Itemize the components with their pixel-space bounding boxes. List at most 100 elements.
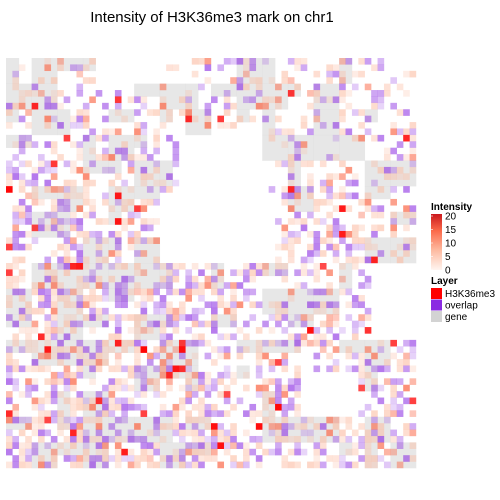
heatmap-cell — [345, 448, 353, 456]
heatmap-cell — [82, 403, 90, 411]
heatmap-cell — [281, 410, 289, 417]
heatmap-cell — [371, 211, 378, 219]
heatmap-cell — [134, 288, 141, 296]
heatmap-cell — [287, 160, 295, 168]
heatmap-cell — [140, 442, 148, 449]
heatmap-cell — [127, 314, 135, 321]
heatmap-cell — [108, 435, 116, 443]
heatmap-cell — [313, 423, 321, 430]
heatmap-cell — [230, 307, 237, 315]
heatmap-cell — [44, 160, 52, 168]
heatmap-cell — [82, 179, 90, 187]
heatmap-cell — [134, 205, 141, 212]
heatmap-cell — [134, 320, 141, 328]
heatmap-cell — [191, 391, 199, 398]
heatmap-cell — [281, 237, 289, 244]
heatmap-cell — [95, 243, 103, 251]
heatmap-cell — [31, 166, 39, 174]
heatmap-cell — [89, 147, 96, 155]
heatmap-cell — [275, 218, 282, 225]
heatmap-cell — [191, 333, 199, 341]
heatmap-cell — [121, 378, 128, 385]
heatmap-cell — [134, 263, 141, 270]
heatmap-cell — [223, 90, 231, 97]
heatmap-cell — [191, 442, 199, 449]
heatmap-cell — [326, 211, 333, 219]
heatmap-cell — [332, 218, 340, 225]
heatmap-cell — [185, 378, 192, 385]
heatmap-cell — [236, 269, 244, 277]
heatmap-cell — [57, 416, 64, 424]
heatmap-cell — [140, 455, 148, 462]
heatmap-cell — [70, 442, 77, 449]
heatmap-cell — [166, 455, 173, 462]
heatmap-cell — [198, 448, 205, 456]
heatmap-cell — [313, 327, 321, 334]
heatmap-cell — [332, 230, 340, 238]
heatmap-cell — [166, 359, 173, 366]
heatmap-cell — [108, 365, 116, 373]
heatmap-cell — [300, 122, 308, 129]
heatmap-cell — [358, 365, 365, 373]
heatmap-cell — [166, 109, 173, 116]
heatmap-cell — [50, 327, 58, 334]
heatmap-cell — [50, 416, 58, 424]
heatmap-cell — [332, 320, 340, 328]
heatmap-cell — [6, 269, 13, 277]
heatmap-cell — [95, 359, 103, 366]
heatmap-cell — [275, 243, 282, 251]
heatmap-cell — [371, 352, 378, 360]
heatmap-cell — [50, 186, 58, 193]
heatmap-cell — [364, 275, 372, 283]
heatmap-cell — [153, 263, 160, 270]
heatmap-cell — [281, 160, 289, 168]
heatmap-cell — [287, 128, 295, 136]
heatmap-cell — [281, 301, 289, 309]
heatmap-cell — [153, 346, 160, 353]
heatmap-cell — [25, 141, 32, 148]
heatmap-cell — [6, 160, 13, 168]
heatmap-cell — [326, 320, 333, 328]
gene-block — [57, 211, 71, 238]
heatmap-cell — [70, 455, 77, 462]
heatmap-cell — [57, 64, 64, 72]
heatmap-cell — [223, 352, 231, 360]
heatmap-cell — [358, 384, 365, 392]
heatmap-cell — [377, 96, 385, 104]
heatmap-cell — [390, 77, 397, 84]
heatmap-cell — [140, 448, 148, 456]
heatmap-cell — [198, 461, 205, 469]
heatmap-cell — [178, 307, 186, 315]
heatmap-cell — [134, 423, 141, 430]
heatmap-cell — [332, 205, 340, 212]
heatmap-cell — [134, 352, 141, 360]
heatmap-cell — [178, 384, 186, 392]
heatmap-cell — [326, 77, 333, 84]
heatmap-cell — [63, 186, 71, 193]
heatmap-cell — [114, 128, 122, 136]
heatmap-cell — [95, 282, 103, 289]
heatmap-cell — [351, 442, 359, 449]
heatmap-cell — [178, 301, 186, 309]
heatmap-cell — [294, 346, 301, 353]
heatmap-cell — [358, 320, 365, 328]
heatmap-cell — [159, 83, 167, 91]
heatmap-cell — [313, 218, 321, 225]
heatmap-cell — [12, 166, 20, 174]
heatmap-cell — [396, 435, 404, 443]
heatmap-cell — [339, 263, 346, 270]
heatmap-cell — [12, 275, 20, 283]
heatmap-cell — [178, 397, 186, 405]
heatmap-cell — [127, 96, 135, 104]
heatmap-cell — [18, 269, 26, 277]
heatmap-cell — [6, 275, 13, 283]
heatmap-cell — [313, 269, 321, 277]
heatmap-cell — [82, 295, 90, 302]
heatmap-cell — [371, 416, 378, 424]
heatmap-cell — [172, 314, 180, 321]
heatmap-cell — [25, 230, 32, 238]
heatmap-cell — [70, 423, 77, 430]
heatmap-cell — [223, 397, 231, 405]
heatmap-cell — [82, 173, 90, 180]
heatmap-cell — [140, 166, 148, 174]
